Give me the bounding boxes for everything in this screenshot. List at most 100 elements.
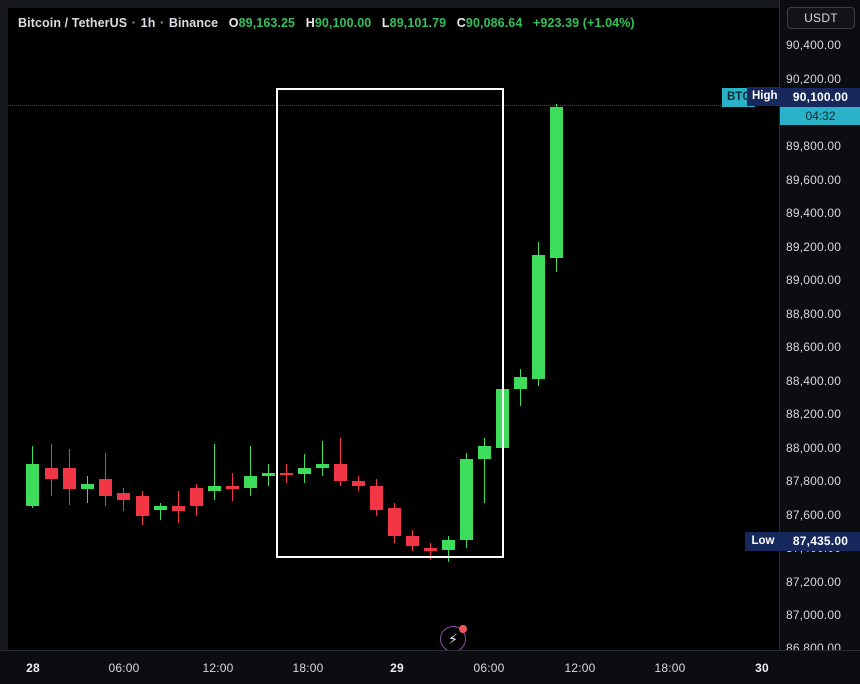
candle-body xyxy=(550,106,563,259)
candle-body xyxy=(442,539,455,550)
time-tick: 18:00 xyxy=(292,661,324,675)
time-tick: 12:00 xyxy=(564,661,596,675)
candle-body xyxy=(208,486,221,492)
legend-close-value: 90,086.64 xyxy=(465,16,523,30)
time-tick: 18:00 xyxy=(654,661,686,675)
time-axis[interactable]: 28 06:00 12:00 18:00 29 06:00 12:00 18:00 30 xyxy=(0,650,860,684)
legend-high-label: H xyxy=(305,16,315,30)
price-tick: 87,000.00 xyxy=(786,608,842,622)
high-price-line xyxy=(8,105,779,106)
btc-symbol-tag[interactable]: BTC xyxy=(722,88,755,107)
candle-wick xyxy=(160,502,161,520)
legend-low-label: L xyxy=(381,16,390,30)
legend-low: L89,101.79 xyxy=(382,16,446,30)
event-icon-badge-dot xyxy=(459,625,467,633)
time-tick: 28 xyxy=(26,661,40,675)
legend-close: C90,086.64 xyxy=(457,16,523,30)
candle-body xyxy=(280,472,293,475)
candle-body xyxy=(172,506,185,512)
chart-legend[interactable]: Bitcoin / TetherUS · 1h · Binance O89,16… xyxy=(18,16,635,30)
candle-wick xyxy=(250,445,251,497)
price-tick: 88,200.00 xyxy=(786,407,842,421)
price-tick: 87,600.00 xyxy=(786,508,842,522)
price-tick: 90,400.00 xyxy=(786,38,842,52)
candle-body xyxy=(514,377,527,389)
candle-body xyxy=(136,496,149,517)
candle-body xyxy=(99,479,112,497)
bar-countdown-badge: 04:32 xyxy=(780,107,860,125)
legend-high: H90,100.00 xyxy=(306,16,372,30)
price-axis[interactable]: USDT 90,400.00 90,200.00 89,800.00 89,600.0… xyxy=(779,0,860,655)
candle-body xyxy=(532,255,545,379)
price-tick: 88,400.00 xyxy=(786,374,842,388)
price-tick: 89,000.00 xyxy=(786,273,842,287)
candle-body xyxy=(352,481,365,487)
price-tick: 90,200.00 xyxy=(786,72,842,86)
time-tick: 29 xyxy=(390,661,404,675)
candle-wick xyxy=(484,437,485,503)
candlestick-series[interactable] xyxy=(8,8,779,650)
candle-body xyxy=(45,467,58,480)
event-icon-ring xyxy=(440,626,466,650)
price-tick: 89,400.00 xyxy=(786,206,842,220)
legend-change: +923.39 (+1.04%) xyxy=(533,16,635,30)
legend-open-value: 89,163.25 xyxy=(238,16,296,30)
legend-high-value: 90,100.00 xyxy=(314,16,372,30)
candle-body xyxy=(244,476,257,488)
legend-interval[interactable]: 1h xyxy=(140,16,156,30)
low-price-badge[interactable]: 87,435.00 xyxy=(780,532,860,551)
candle-body xyxy=(262,472,275,477)
candle-body xyxy=(298,467,311,475)
candle-body xyxy=(334,464,347,482)
candle-body xyxy=(316,464,329,468)
high-price-badge[interactable]: 90,100.00 xyxy=(780,88,860,107)
candle-body xyxy=(460,459,473,540)
price-tick: 87,800.00 xyxy=(786,474,842,488)
candle-body xyxy=(478,445,491,460)
price-tick: 88,800.00 xyxy=(786,307,842,321)
lightning-bolt-icon[interactable]: ⚡ xyxy=(440,625,467,650)
legend-open: O89,163.25 xyxy=(229,16,295,30)
price-tick: 89,800.00 xyxy=(786,139,842,153)
candle-body xyxy=(26,464,39,507)
time-tick: 06:00 xyxy=(108,661,140,675)
currency-unit-label[interactable]: USDT xyxy=(787,7,855,29)
legend-low-value: 89,101.79 xyxy=(389,16,447,30)
candle-body xyxy=(388,507,401,537)
event-icon-glyph: ⚡ xyxy=(448,631,458,647)
high-label-tag: High xyxy=(747,87,781,106)
legend-symbol[interactable]: Bitcoin / TetherUS xyxy=(18,16,128,30)
candle-wick xyxy=(214,444,215,500)
rectangle-drawing[interactable] xyxy=(276,88,504,558)
legend-close-label: C xyxy=(456,16,466,30)
legend-exchange[interactable]: Binance xyxy=(168,16,219,30)
price-tick: 87,200.00 xyxy=(786,575,842,589)
time-tick: 06:00 xyxy=(473,661,505,675)
candle-wick xyxy=(340,437,341,487)
candle-body xyxy=(226,486,239,490)
candle-wick xyxy=(322,440,323,477)
candle-body xyxy=(81,484,94,490)
candle-body xyxy=(406,536,419,547)
legend-separator-1: · xyxy=(131,16,137,30)
candle-body xyxy=(63,467,76,490)
price-tick: 88,600.00 xyxy=(786,340,842,354)
price-tick: 89,600.00 xyxy=(786,173,842,187)
candle-body xyxy=(117,492,130,500)
candle-wick xyxy=(87,476,88,503)
price-tick: 88,000.00 xyxy=(786,441,842,455)
candle-wick xyxy=(123,487,124,512)
candle-wick xyxy=(430,543,431,560)
candle-body xyxy=(424,548,437,551)
legend-open-label: O xyxy=(228,16,239,30)
chart-pane[interactable]: Bitcoin / TetherUS · 1h · Binance O89,16… xyxy=(8,8,779,650)
candle-body xyxy=(370,486,383,510)
time-tick: 12:00 xyxy=(202,661,234,675)
price-tick: 89,200.00 xyxy=(786,240,842,254)
time-tick: 30 xyxy=(755,661,769,675)
candle-body xyxy=(190,487,203,507)
low-label-tag: Low xyxy=(745,532,781,551)
candle-body xyxy=(154,506,167,510)
legend-separator-2: · xyxy=(160,16,165,30)
